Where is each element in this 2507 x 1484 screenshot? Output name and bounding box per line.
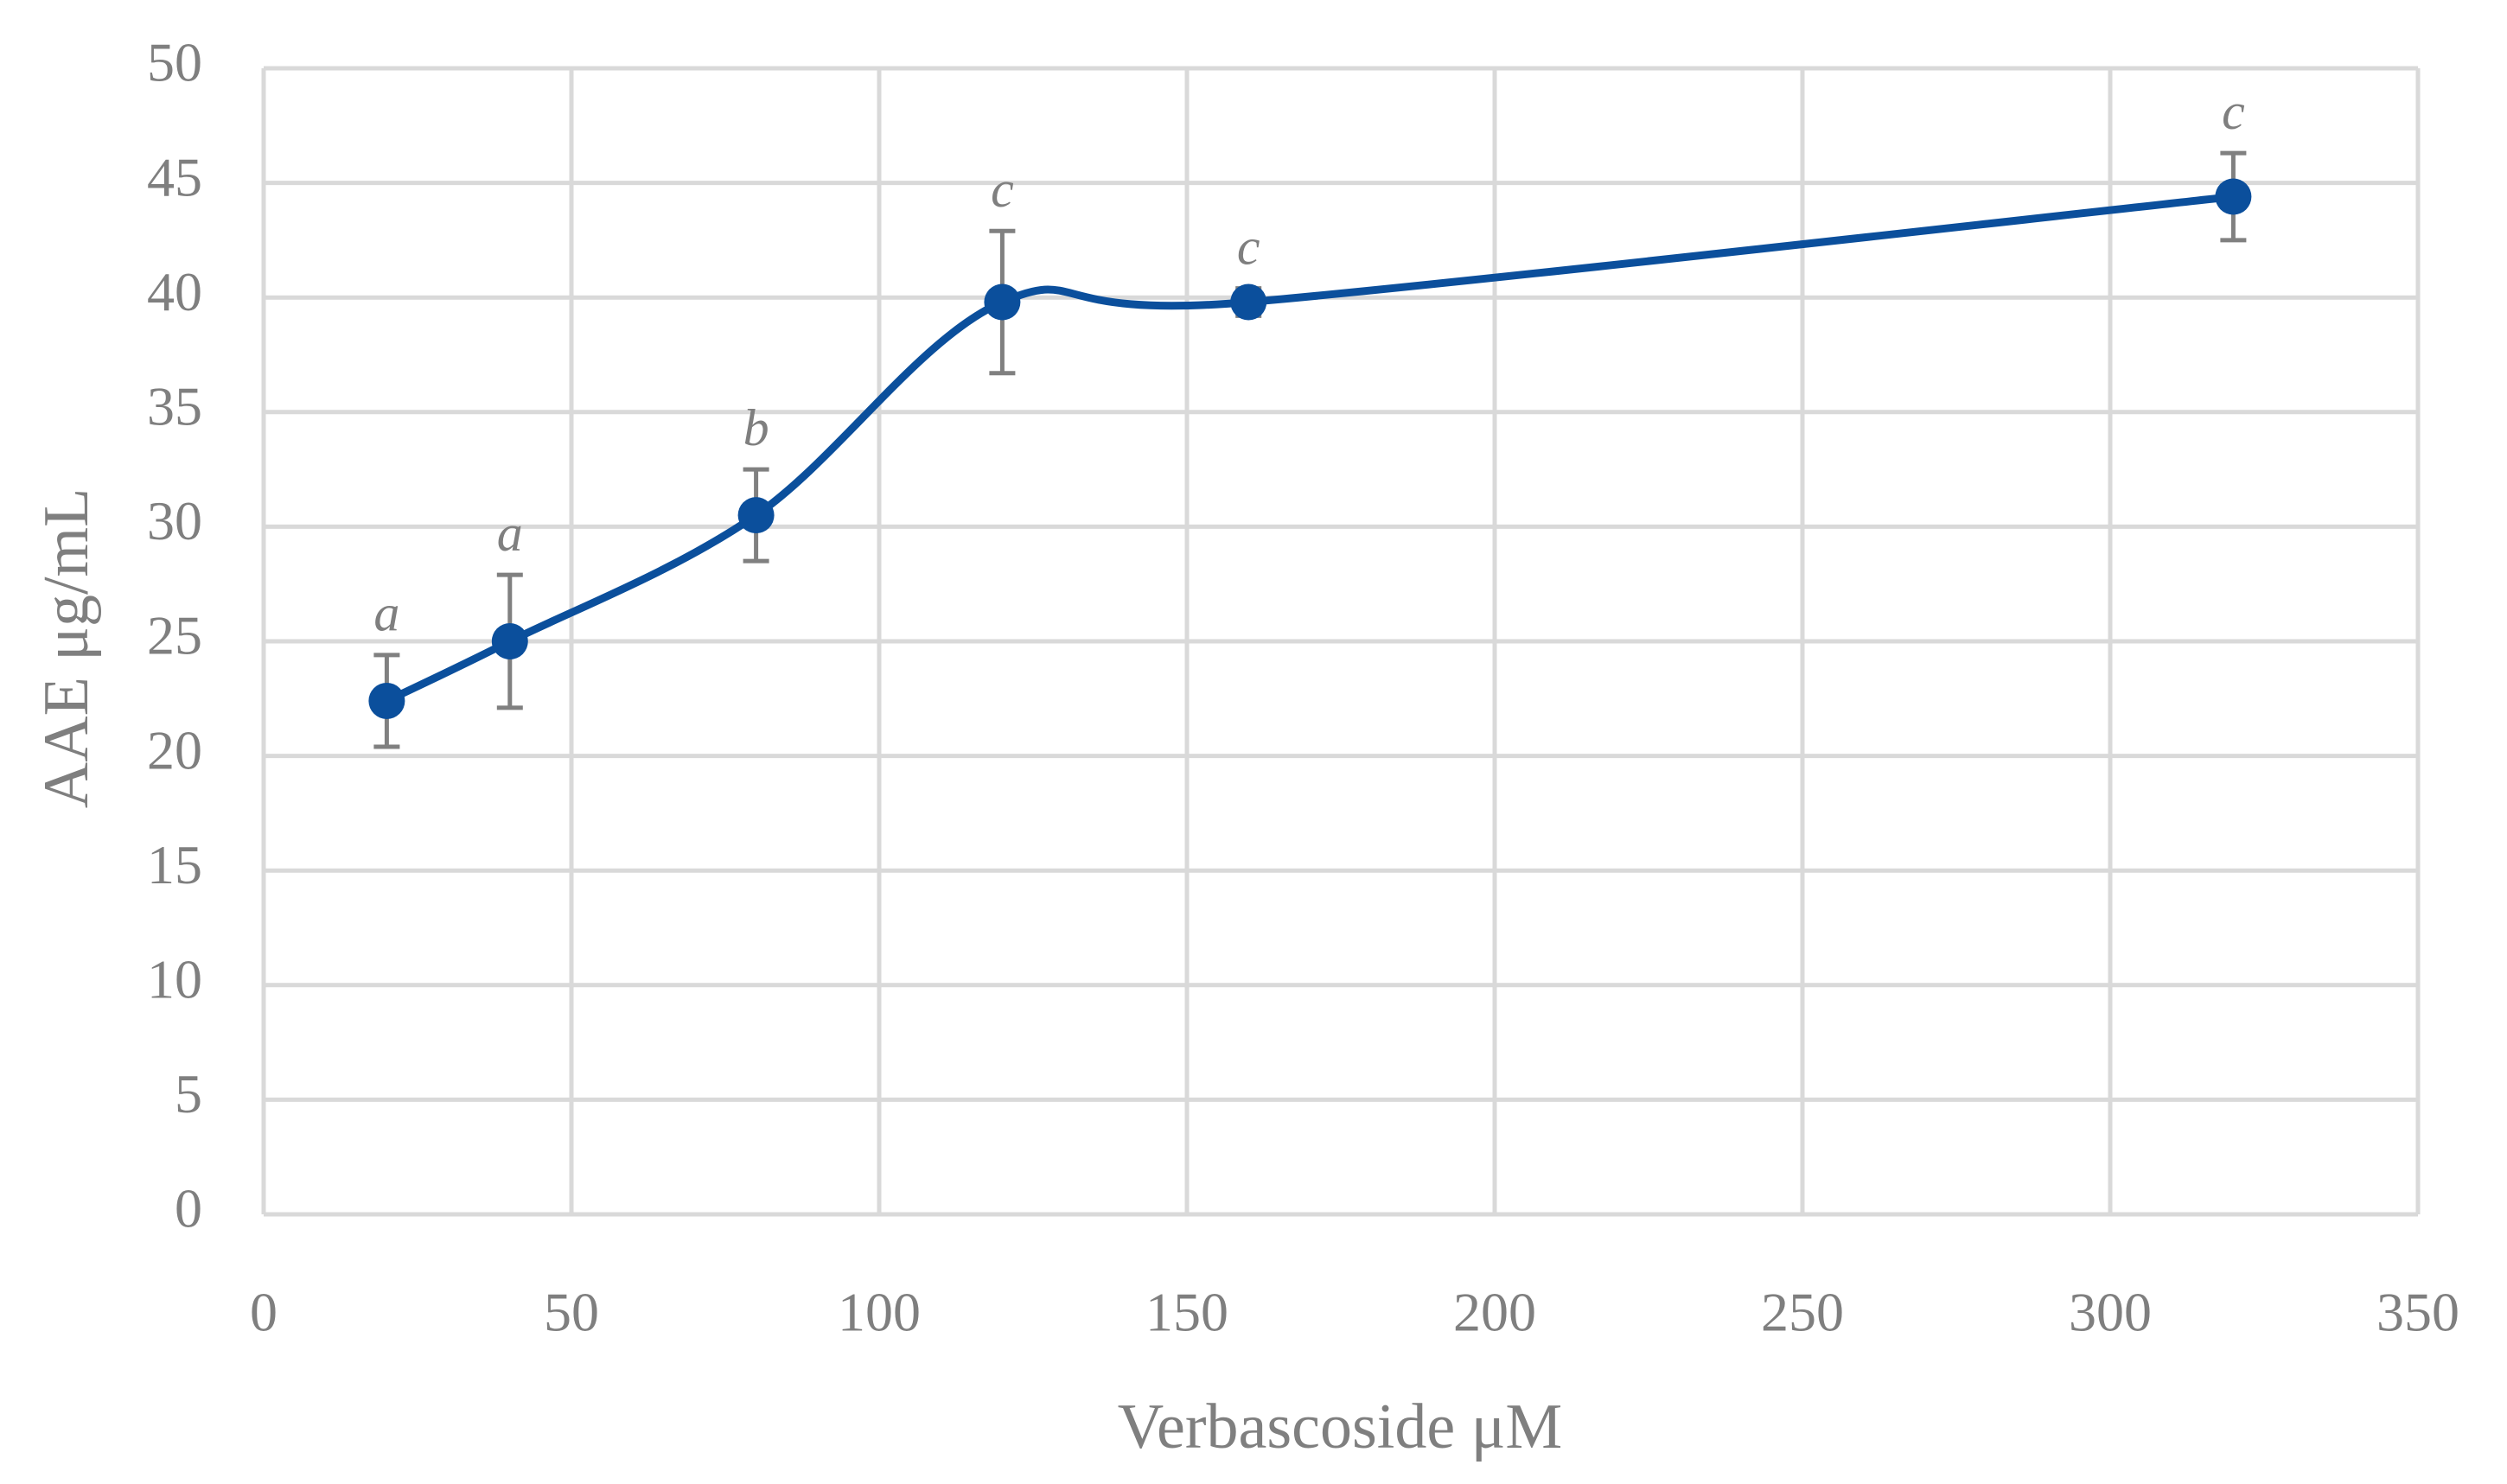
x-tick-label: 0 — [250, 1282, 277, 1343]
x-axis-title: Verbascoside μM — [1118, 1392, 1562, 1462]
y-tick-label: 35 — [147, 375, 202, 436]
y-tick-label: 20 — [147, 719, 202, 780]
y-tick-label: 0 — [175, 1178, 202, 1239]
data-point — [368, 682, 405, 719]
y-tick-label: 50 — [147, 32, 202, 93]
data-point — [2215, 178, 2252, 215]
x-tick-label: 350 — [2376, 1282, 2459, 1343]
y-tick-label: 10 — [147, 948, 202, 1010]
x-tick-label: 150 — [1145, 1282, 1228, 1343]
y-tick-label: 25 — [147, 605, 202, 666]
y-tick-label: 5 — [175, 1063, 202, 1124]
x-tick-label: 100 — [838, 1282, 921, 1343]
y-tick-label: 30 — [147, 490, 202, 551]
y-tick-label: 40 — [147, 261, 202, 322]
y-axis-title: AAE μg/mL — [31, 488, 102, 809]
point-label: a — [373, 585, 399, 642]
point-label: b — [743, 399, 769, 456]
y-tick-label: 15 — [147, 834, 202, 895]
data-line — [385, 193, 2234, 705]
x-tick-label: 200 — [1453, 1282, 1536, 1343]
point-label: c — [2222, 83, 2245, 140]
data-point — [1230, 283, 1267, 321]
data-point — [491, 623, 528, 659]
x-tick-label: 250 — [1761, 1282, 1844, 1343]
point-label: c — [991, 161, 1014, 218]
x-tick-label: 50 — [544, 1282, 599, 1343]
y-tick-label: 45 — [147, 146, 202, 207]
point-label: c — [1237, 218, 1260, 275]
data-point — [984, 283, 1021, 321]
data-point — [737, 497, 775, 534]
point-label: a — [497, 505, 523, 562]
x-tick-label: 300 — [2069, 1282, 2152, 1343]
